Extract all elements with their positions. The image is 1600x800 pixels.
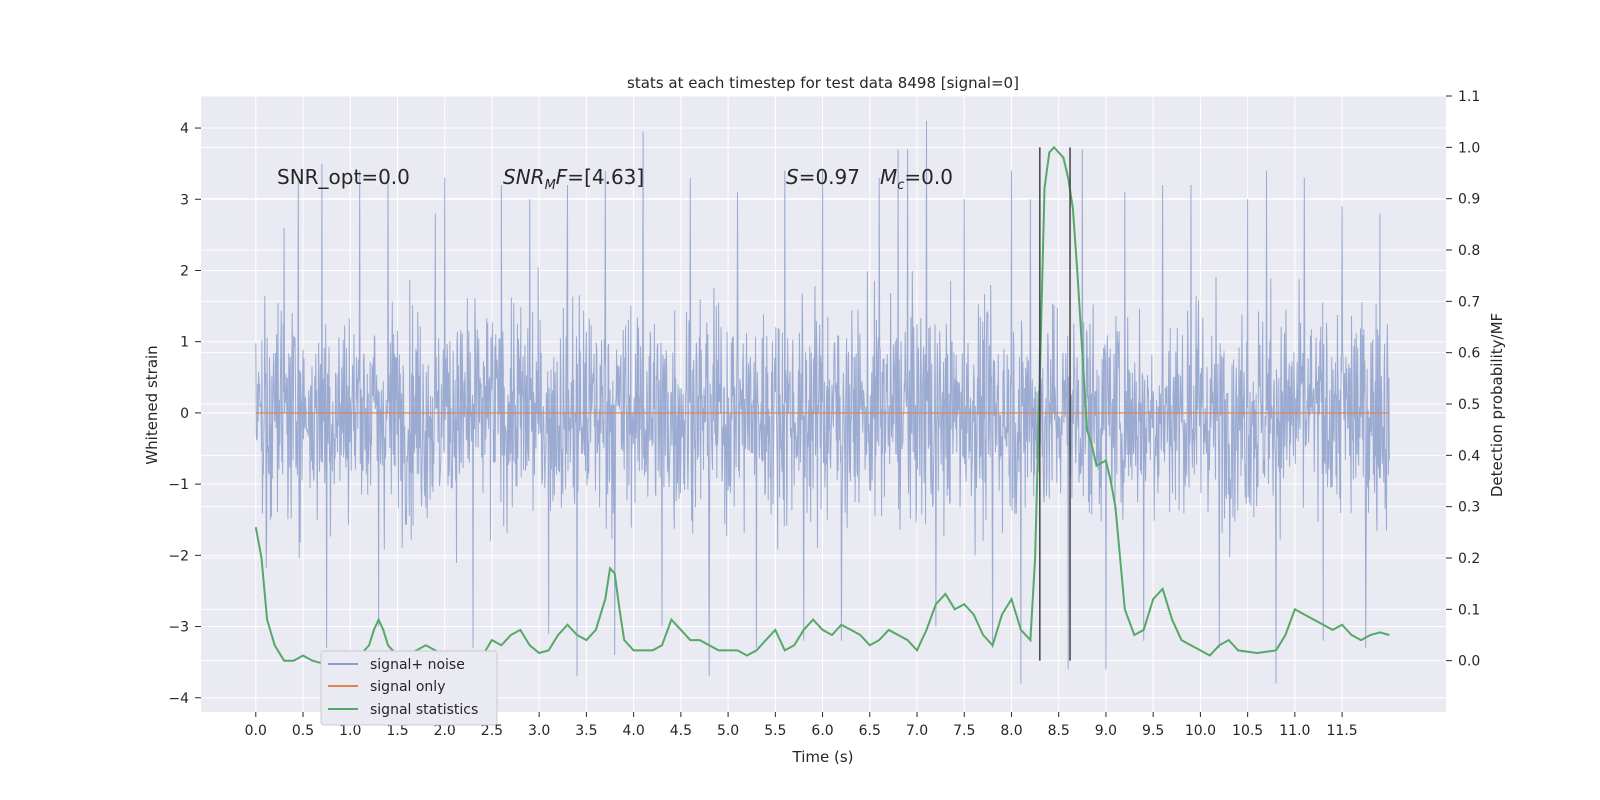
annotation-s-value: =0.97 (799, 165, 860, 189)
legend-label-signal-only: signal only (370, 679, 445, 695)
x-tick-label-18: 9.0 (1095, 723, 1117, 739)
y2-tick-label-0: 1.1 (1458, 89, 1480, 105)
x-tick-label-20: 10.0 (1185, 723, 1216, 739)
y2-tick-label-3: 0.8 (1458, 243, 1480, 259)
legend-label-signal-noise: signal+ noise (370, 657, 465, 673)
x-tick-label-6: 3.0 (528, 723, 550, 739)
legend-box (320, 650, 498, 726)
annotation-snr-mf: SNRMF=[4.63] (503, 165, 644, 193)
y-tick-label-4: 0 (180, 406, 189, 422)
x-tick-label-5: 2.5 (481, 723, 503, 739)
x-tick-label-1: 0.5 (292, 723, 314, 739)
x-tick-label-9: 4.5 (670, 723, 692, 739)
y2-tick-label-2: 0.9 (1458, 192, 1480, 208)
series-signal-statistics (254, 145, 1390, 665)
y2-tick-label-10: 0.1 (1458, 602, 1480, 618)
x-tick-label-10: 5.0 (717, 723, 739, 739)
annotation-snr-mf-value: = (567, 165, 584, 189)
x-tick-label-12: 6.0 (811, 723, 833, 739)
x-tick-label-22: 11.0 (1279, 723, 1310, 739)
legend: signal+ noise signal only signal statist… (320, 650, 498, 726)
y-tick-label-6: −2 (168, 548, 189, 564)
series-line-signal-noise (255, 120, 1390, 684)
x-axis-ticks: 0.0 0.5 1.0 1.5 2.0 2.5 3.0 3.5 4.0 4.5 5.0 5.5 6.0 6… (245, 712, 1358, 739)
chart-title: stats at each timestep for test data 849… (627, 74, 1019, 92)
x-tick-label-19: 9.5 (1142, 723, 1164, 739)
annotation-snr-mf-number: [4.63] (584, 165, 644, 189)
y2-axis-ticks: 1.1 1.0 0.9 0.8 0.7 0.6 0.5 0.4 0.3 0.2 0.1 0.0 (1446, 89, 1480, 670)
y2-tick-label-4: 0.7 (1458, 294, 1480, 310)
y-tick-label-2: 2 (180, 263, 189, 279)
annotation-snr-opt: SNR_opt=0.0 (277, 165, 410, 189)
x-tick-label-21: 10.5 (1232, 723, 1263, 739)
x-tick-label-23: 11.5 (1327, 723, 1358, 739)
annotation-mc: Mc=0.0 (880, 165, 953, 193)
y2-tick-label-9: 0.2 (1458, 551, 1480, 567)
annotation-mc-value: =0.0 (904, 165, 953, 189)
y-axis-ticks: 4 3 2 1 0 −1 −2 −3 −4 (168, 121, 201, 707)
x-tick-label-2: 1.0 (339, 723, 361, 739)
x-tick-label-14: 7.0 (906, 723, 928, 739)
x-tick-label-16: 8.0 (1000, 723, 1022, 739)
x-tick-label-8: 4.0 (622, 723, 644, 739)
series-signal-noise (255, 120, 1390, 684)
y2-tick-label-1: 1.0 (1458, 140, 1480, 156)
annotation-s: S=0.97 (786, 165, 860, 189)
y2-tick-label-8: 0.3 (1458, 500, 1480, 516)
x-tick-label-15: 7.5 (953, 723, 975, 739)
y-tick-label-7: −3 (168, 620, 189, 636)
series-line-signal-statistics (254, 145, 1390, 665)
y-tick-label-3: 1 (180, 335, 189, 351)
x-axis-label: Time (s) (792, 748, 854, 766)
x-tick-label-0: 0.0 (245, 723, 267, 739)
y2-tick-label-5: 0.6 (1458, 346, 1480, 362)
y-tick-label-0: 4 (180, 121, 189, 137)
y2-axis-label: Detection probability/MF (1488, 313, 1506, 497)
y2-tick-label-11: 0.0 (1458, 654, 1480, 670)
x-tick-label-3: 1.5 (386, 723, 408, 739)
x-tick-label-7: 3.5 (575, 723, 597, 739)
y2-tick-label-6: 0.5 (1458, 397, 1480, 413)
y-tick-label-5: −1 (168, 477, 189, 493)
x-tick-label-13: 6.5 (859, 723, 881, 739)
y-tick-label-8: −4 (168, 691, 189, 707)
x-tick-label-17: 8.5 (1048, 723, 1070, 739)
legend-label-signal-statistics: signal statistics (370, 702, 478, 718)
y2-tick-label-7: 0.4 (1458, 448, 1480, 464)
y-axis-label: Whitened strain (143, 345, 161, 464)
marker-lines (1039, 147, 1071, 661)
y-tick-label-1: 3 (180, 192, 189, 208)
x-tick-label-11: 5.5 (764, 723, 786, 739)
x-tick-label-4: 2.0 (434, 723, 456, 739)
